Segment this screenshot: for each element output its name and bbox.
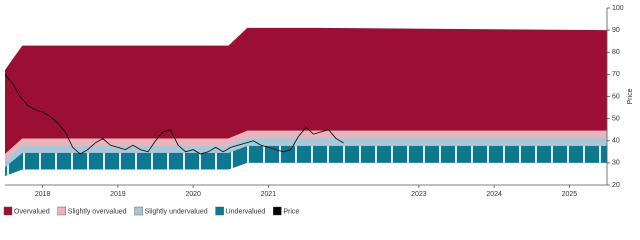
legend-swatch bbox=[273, 206, 282, 216]
x-tick-label: 2023 bbox=[411, 191, 427, 198]
x-tick-label: 2025 bbox=[562, 191, 578, 198]
legend-swatch bbox=[215, 206, 224, 216]
x-tick-label: 2024 bbox=[486, 191, 502, 198]
y-tick-label: 50 bbox=[612, 115, 620, 122]
y-tick-label: 60 bbox=[612, 93, 620, 100]
bands bbox=[4, 27, 607, 177]
y-tick-label: 90 bbox=[612, 27, 620, 34]
x-tick-label: 2021 bbox=[261, 191, 277, 198]
legend-label: Overvalued bbox=[14, 208, 50, 215]
x-tick-label: 2019 bbox=[110, 191, 126, 198]
x-tick-label: 2018 bbox=[35, 191, 51, 198]
y-tick-label: 30 bbox=[612, 160, 620, 167]
y-tick-label: 100 bbox=[612, 5, 624, 12]
chart: 20 30 40 50 60 70 80 90 100 2018 2019 2020 2021 2023 2… bbox=[3, 5, 634, 216]
legend-label: Undervalued bbox=[226, 208, 266, 215]
legend: Overvalued Slightly overvalued Slightly un… bbox=[3, 206, 299, 216]
legend-label: Slightly overvalued bbox=[68, 208, 127, 215]
legend-swatch bbox=[3, 206, 13, 216]
legend-label: Price bbox=[283, 208, 299, 215]
band-area bbox=[5, 27, 607, 155]
y-axis-title: Price bbox=[627, 88, 634, 104]
band-area bbox=[5, 137, 607, 168]
legend-label: Slightly undervalued bbox=[145, 208, 208, 215]
legend-swatch bbox=[134, 206, 143, 216]
price-line bbox=[4, 74, 344, 155]
axes: 20 30 40 50 60 70 80 90 100 2018 2019 2020 2021 2023 2… bbox=[5, 5, 634, 198]
y-tick-label: 20 bbox=[612, 182, 620, 189]
legend-swatch bbox=[57, 206, 66, 216]
y-tick-label: 40 bbox=[612, 138, 620, 145]
y-tick-label: 70 bbox=[612, 71, 620, 78]
band-area bbox=[5, 130, 607, 161]
y-tick-label: 80 bbox=[612, 49, 620, 56]
band-hatch bbox=[5, 145, 607, 177]
x-tick-label: 2020 bbox=[185, 191, 201, 198]
